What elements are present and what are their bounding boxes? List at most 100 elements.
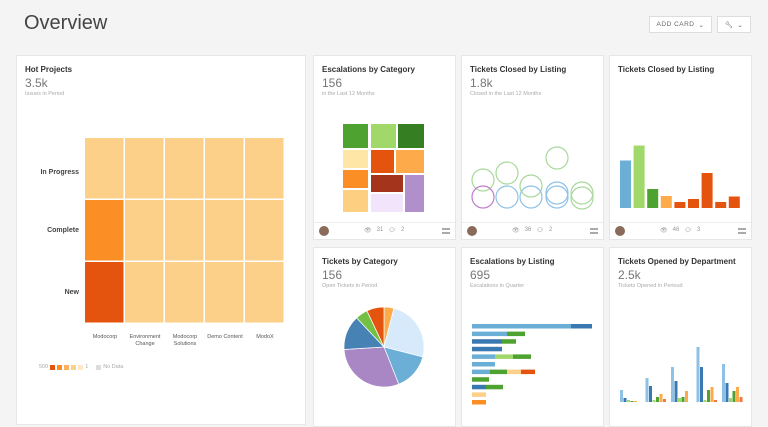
heatmap-cell xyxy=(125,200,164,261)
add-card-button[interactable]: ADD CARD ⌄ xyxy=(649,16,712,33)
grouped-bar xyxy=(732,391,736,402)
bubble xyxy=(545,146,569,170)
card-subtitle: Escalations in Quarter xyxy=(470,283,525,289)
grouped-bar xyxy=(656,397,659,402)
heatmap-cell xyxy=(205,262,244,323)
avatar xyxy=(467,226,477,236)
grouped-bar xyxy=(739,397,743,402)
heatmap-cell xyxy=(165,262,204,323)
treemap-cell xyxy=(343,170,368,188)
card-subtitle: Issues in Period xyxy=(25,91,65,97)
treemap-cell xyxy=(371,194,403,212)
col-label: ModoX xyxy=(256,334,274,340)
hbar-segment xyxy=(472,384,486,390)
treemap-cell xyxy=(343,190,368,212)
treemap-cell xyxy=(371,124,396,148)
comments-count: 3 xyxy=(696,227,701,233)
avatar xyxy=(319,226,329,236)
bar xyxy=(633,145,645,208)
hbar-segment xyxy=(571,324,592,329)
bubble xyxy=(545,185,569,209)
card-title: Hot Projects xyxy=(25,65,73,74)
grouped-bar xyxy=(627,400,630,402)
grouped-bar xyxy=(722,364,725,402)
treemap-cell xyxy=(343,124,368,148)
grouped-bar xyxy=(645,378,649,402)
card-title: Escalations by Listing xyxy=(470,257,555,266)
comments-count: 2 xyxy=(400,227,405,233)
comment-icon[interactable]: 💬︎ xyxy=(536,228,544,234)
card[interactable]: Tickets Closed by Listing 1.8k Closed in t… xyxy=(461,55,604,240)
bubble xyxy=(570,186,594,210)
col-label: Modocorp Solutions xyxy=(172,334,198,347)
bubble xyxy=(471,168,495,192)
grouped-bar xyxy=(714,400,717,402)
wrench-icon: 🔧︎ xyxy=(724,21,734,29)
bar xyxy=(701,173,713,208)
row-label: New xyxy=(64,289,79,296)
list-icon[interactable] xyxy=(738,228,746,234)
heatmap-cell xyxy=(85,262,124,323)
eye-icon: 👁︎ xyxy=(364,228,372,234)
hbar-segment xyxy=(486,384,503,390)
grouped-bar xyxy=(696,347,700,402)
grouped-bar xyxy=(634,401,637,402)
comment-icon[interactable]: 💬︎ xyxy=(388,228,396,234)
card-title: Tickets Opened by Department xyxy=(618,257,736,266)
list-icon[interactable] xyxy=(442,228,450,234)
card-title: Tickets Closed by Listing xyxy=(470,65,567,74)
grouped-bar xyxy=(649,386,652,402)
comment-icon[interactable]: 💬︎ xyxy=(684,228,692,234)
card-value: 1.8k xyxy=(470,76,493,90)
heatmap-cell xyxy=(125,138,164,199)
row-label: In Progress xyxy=(40,169,79,176)
hbar-segment xyxy=(472,346,502,352)
legend-swatch xyxy=(71,364,77,370)
bubble xyxy=(570,181,594,205)
pie-slice xyxy=(343,346,400,388)
treemap-cell xyxy=(343,150,368,168)
legend-no-data: No Data xyxy=(103,364,124,370)
bubble xyxy=(545,181,569,205)
grouped-bar xyxy=(710,387,714,402)
col-label: Modocorp xyxy=(92,334,118,340)
card[interactable]: Escalations by Listing 695 Escalations in … xyxy=(461,247,604,427)
treemap-cell xyxy=(371,150,394,173)
hbar-segment xyxy=(472,354,495,359)
grouped-bar xyxy=(663,399,666,402)
eye-icon: 👁︎ xyxy=(660,228,668,234)
bubble xyxy=(471,185,495,209)
bubble xyxy=(495,161,519,185)
list-icon[interactable] xyxy=(590,228,598,234)
bubble xyxy=(495,185,519,209)
card[interactable]: Tickets Closed by Listing 👁︎ 46 💬︎ 3 xyxy=(609,55,752,240)
card-footer: 👁︎ 46 💬︎ 3 xyxy=(610,222,751,239)
hbar-segment xyxy=(472,377,489,382)
bubble xyxy=(519,185,543,209)
legend-max: 500 xyxy=(39,364,49,370)
grouped-bar xyxy=(671,367,674,402)
col-label: Demo Content xyxy=(207,334,243,340)
heatmap-cell xyxy=(125,262,164,323)
legend-swatch xyxy=(50,364,56,370)
views-count: 31 xyxy=(376,227,384,233)
settings-menu-button[interactable]: 🔧︎ ⌄ xyxy=(717,16,751,33)
pie-slice xyxy=(366,306,385,348)
grouped-bar xyxy=(685,391,688,402)
grouped-bar xyxy=(652,400,656,402)
grouped-bar xyxy=(674,381,678,402)
hbar-segment xyxy=(507,369,521,375)
hbar-segment xyxy=(472,339,502,344)
heatmap-cell xyxy=(165,138,204,199)
heatmap-cell xyxy=(205,138,244,199)
comments-count: 2 xyxy=(548,227,553,233)
card-value: 156 xyxy=(322,76,343,90)
hbar-segment xyxy=(472,369,490,375)
add-card-label: ADD CARD xyxy=(656,21,695,28)
heatmap-cell xyxy=(245,262,284,323)
grouped-bar xyxy=(681,397,685,402)
bar xyxy=(728,196,740,208)
hbar-segment xyxy=(495,354,513,359)
avatar xyxy=(615,226,625,236)
